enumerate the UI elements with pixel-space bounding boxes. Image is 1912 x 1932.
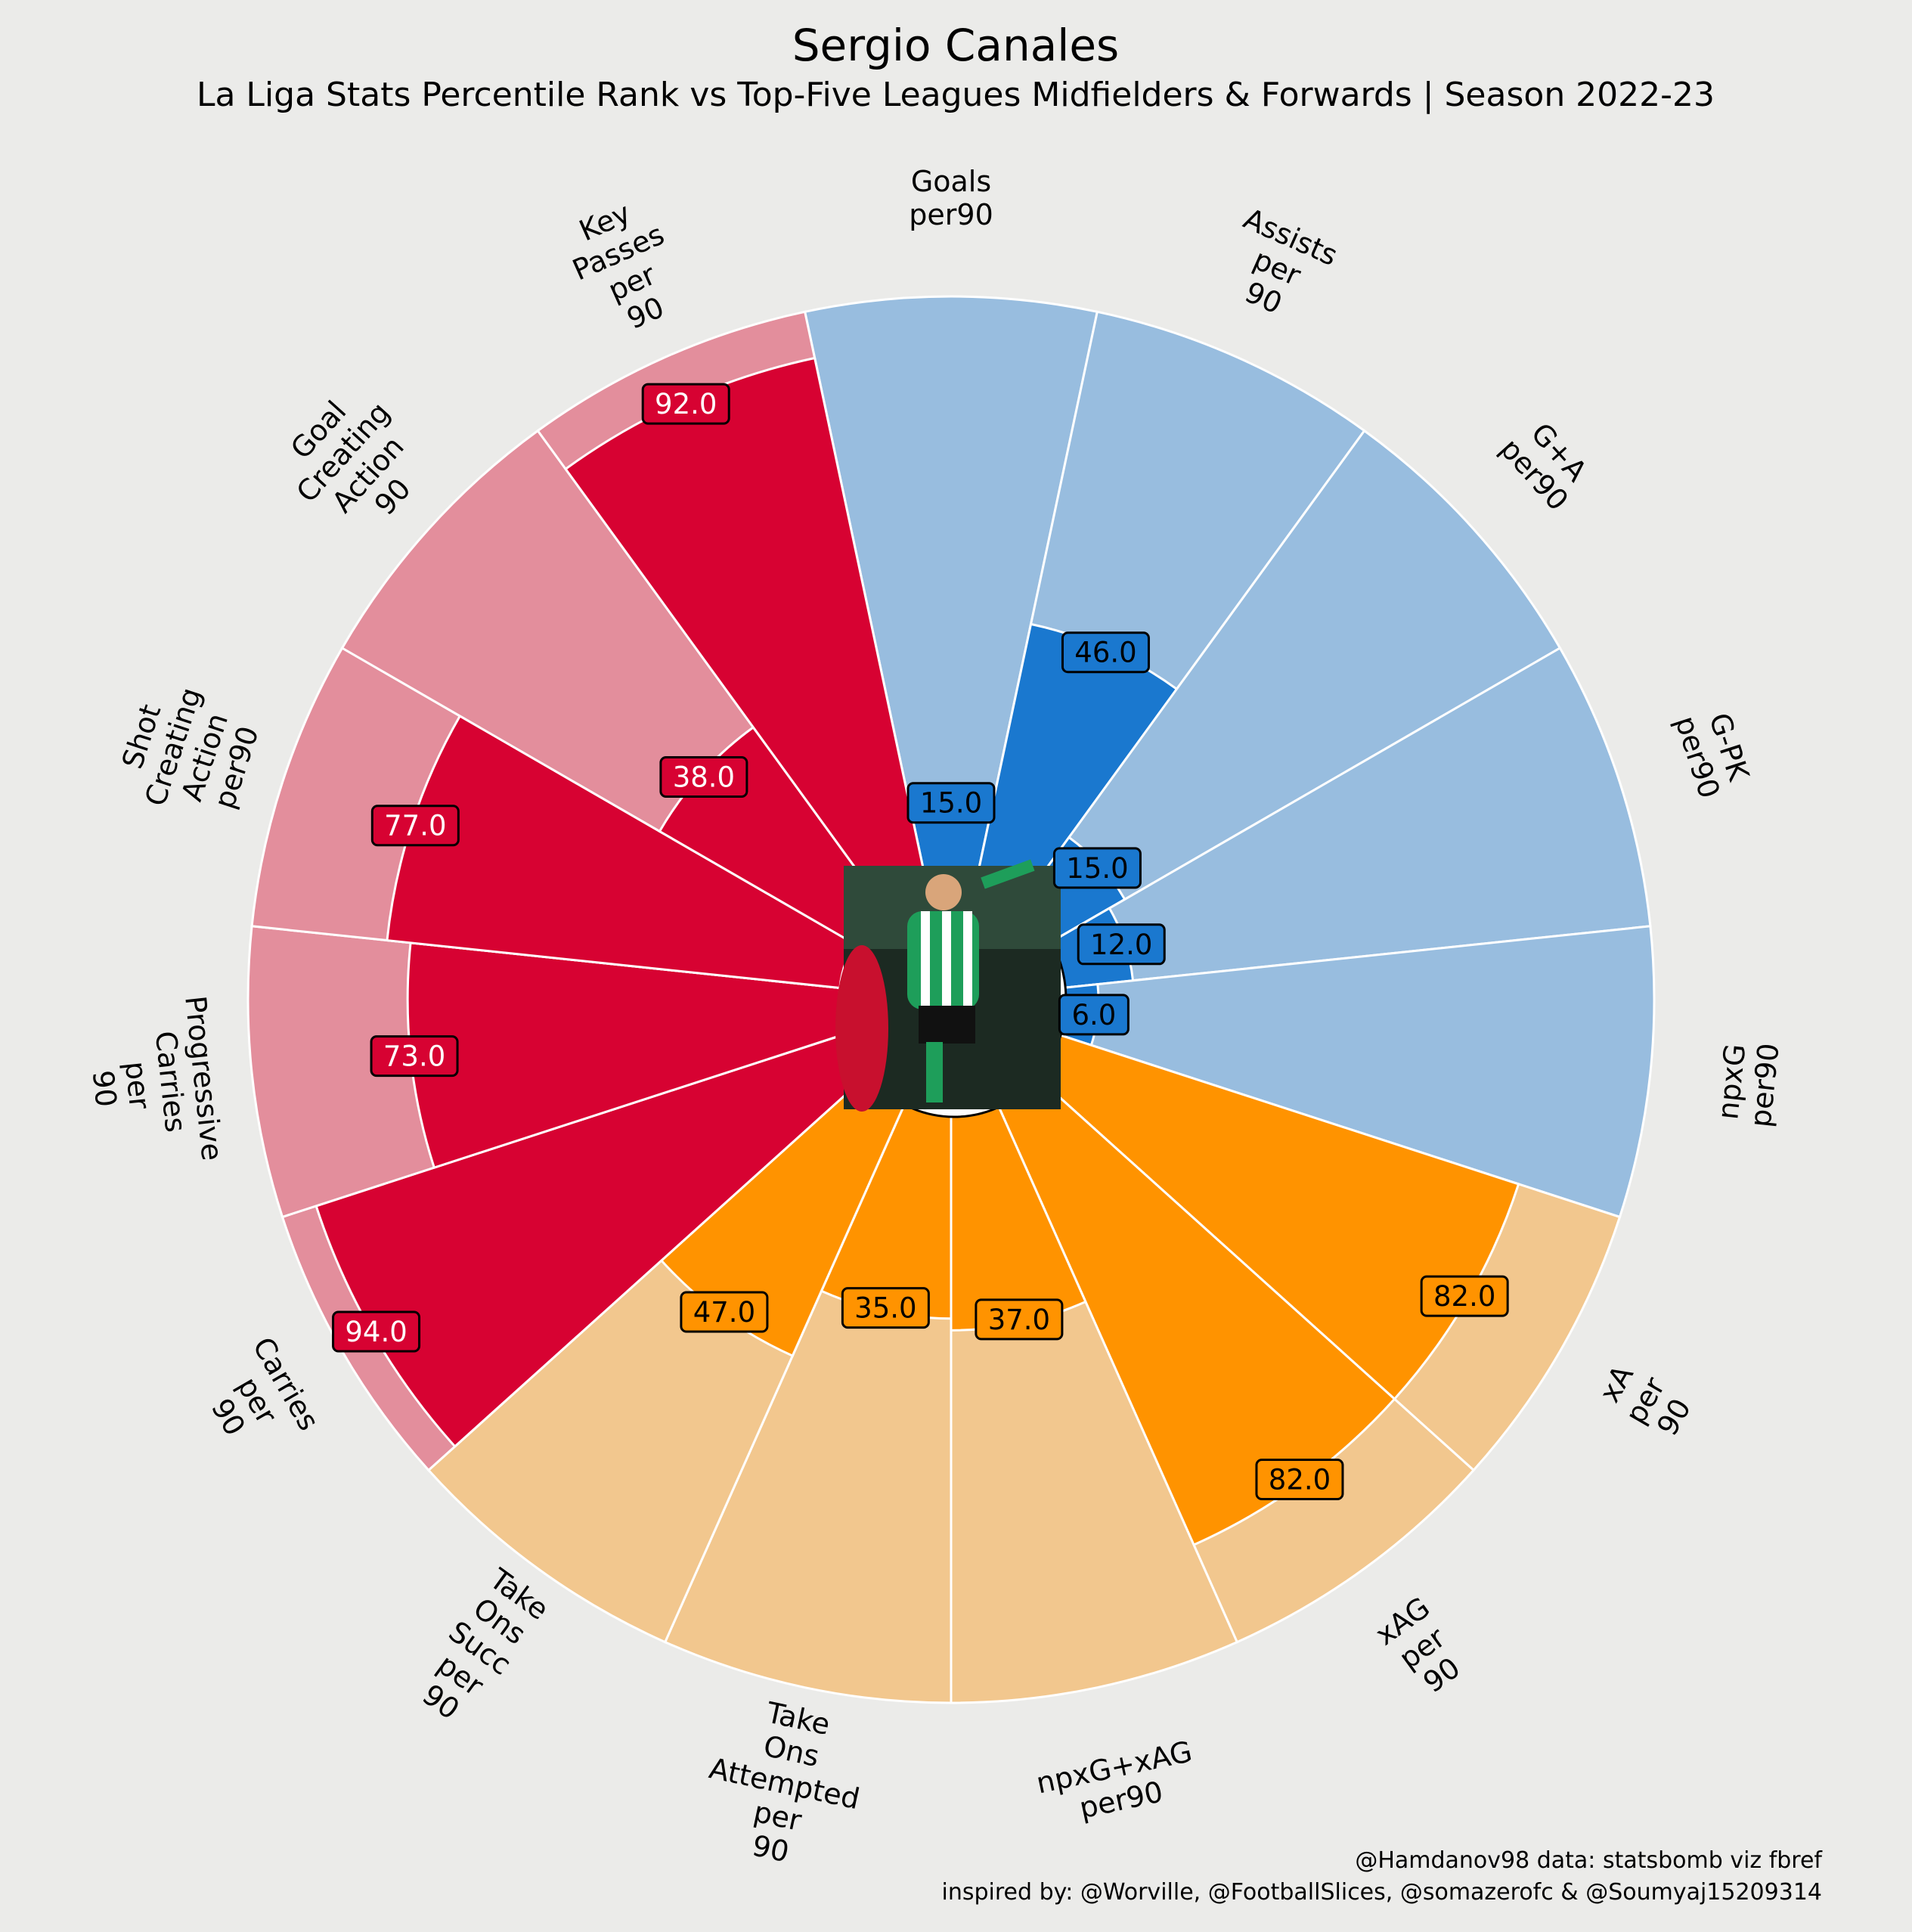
param-label-line: npxG bbox=[1711, 1042, 1752, 1121]
photo-head bbox=[925, 874, 962, 910]
param-label-line: 90 bbox=[86, 1068, 123, 1109]
value-box bbox=[1061, 631, 1150, 674]
value-box bbox=[1052, 847, 1142, 889]
credit-line-1: @Hamdanov98 data: statsbomb viz fbref bbox=[1355, 1847, 1823, 1874]
value-text: 46.0 bbox=[1074, 637, 1136, 669]
value-text: 77.0 bbox=[384, 810, 446, 842]
value-text: 94.0 bbox=[345, 1316, 407, 1348]
value-box bbox=[370, 1035, 459, 1078]
value-label-10: 94.0 bbox=[332, 1310, 421, 1353]
value-box bbox=[1058, 994, 1130, 1036]
value-text: 82.0 bbox=[1433, 1280, 1495, 1313]
photo-shorts bbox=[919, 1006, 975, 1044]
value-box bbox=[975, 1298, 1064, 1341]
value-labels-group: 15.0 46.0 15.0 12.0 6.0 82.0 82.0 37.0 35.0 47.0 9… bbox=[332, 383, 1509, 1500]
value-box bbox=[1077, 923, 1166, 966]
center-photo bbox=[835, 859, 1068, 1118]
photo-stripe-1 bbox=[921, 911, 930, 1009]
photo-stripe-3 bbox=[963, 911, 972, 1009]
photo-opponent bbox=[835, 945, 888, 1112]
value-text: 37.0 bbox=[988, 1304, 1050, 1336]
value-text: 6.0 bbox=[1071, 999, 1116, 1031]
value-text: 12.0 bbox=[1090, 929, 1152, 961]
value-text: 35.0 bbox=[854, 1292, 916, 1325]
value-box bbox=[841, 1287, 930, 1329]
photo-arm bbox=[981, 859, 1035, 889]
value-label-8: 35.0 bbox=[841, 1287, 930, 1329]
param-label-line: per bbox=[119, 1059, 156, 1111]
value-box bbox=[1255, 1458, 1344, 1500]
param-label-line: 90 bbox=[749, 1828, 792, 1868]
photo-stripe-2 bbox=[942, 911, 951, 1009]
param-label-line: per90 bbox=[909, 198, 993, 231]
value-label-5: 82.0 bbox=[1420, 1275, 1509, 1317]
value-box bbox=[370, 805, 460, 847]
value-box bbox=[680, 1291, 769, 1333]
value-box bbox=[641, 383, 730, 425]
value-label-1: 46.0 bbox=[1061, 631, 1150, 674]
slices-group bbox=[246, 295, 1656, 1704]
param-label-0: Goals per90 bbox=[909, 165, 993, 231]
value-label-0: 15.0 bbox=[906, 782, 996, 824]
value-label-11: 73.0 bbox=[370, 1035, 459, 1078]
value-label-13: 38.0 bbox=[659, 755, 748, 798]
value-label-14: 92.0 bbox=[641, 383, 730, 425]
value-text: 82.0 bbox=[1269, 1463, 1331, 1496]
value-text: 15.0 bbox=[920, 787, 982, 820]
photo-leg bbox=[926, 1042, 943, 1102]
chart-subtitle: La Liga Stats Percentile Rank vs Top-Fiv… bbox=[197, 76, 1715, 114]
value-label-4: 6.0 bbox=[1058, 994, 1130, 1036]
credit-line-2: inspired by: @Worville, @FootballSlices,… bbox=[942, 1879, 1822, 1906]
value-box bbox=[906, 782, 996, 824]
value-label-12: 77.0 bbox=[370, 805, 460, 847]
player-photo bbox=[835, 859, 1061, 1112]
param-label-3: G-PKper90 bbox=[1669, 702, 1758, 802]
value-text: 38.0 bbox=[673, 761, 735, 793]
value-text: 73.0 bbox=[383, 1040, 445, 1073]
value-label-6: 82.0 bbox=[1255, 1458, 1344, 1500]
value-text: 92.0 bbox=[655, 388, 717, 420]
param-label-4: npxGper90 bbox=[1711, 1038, 1786, 1129]
value-text: 47.0 bbox=[693, 1296, 755, 1329]
value-box bbox=[332, 1310, 421, 1353]
param-label-line: Goals bbox=[911, 165, 991, 198]
value-label-7: 37.0 bbox=[975, 1298, 1064, 1341]
value-box bbox=[1420, 1275, 1509, 1317]
chart-title: Sergio Canales bbox=[792, 20, 1120, 71]
value-box bbox=[659, 755, 748, 798]
value-label-2: 15.0 bbox=[1052, 847, 1142, 889]
value-label-3: 12.0 bbox=[1077, 923, 1166, 966]
value-text: 15.0 bbox=[1066, 852, 1128, 885]
value-label-9: 47.0 bbox=[680, 1291, 769, 1333]
